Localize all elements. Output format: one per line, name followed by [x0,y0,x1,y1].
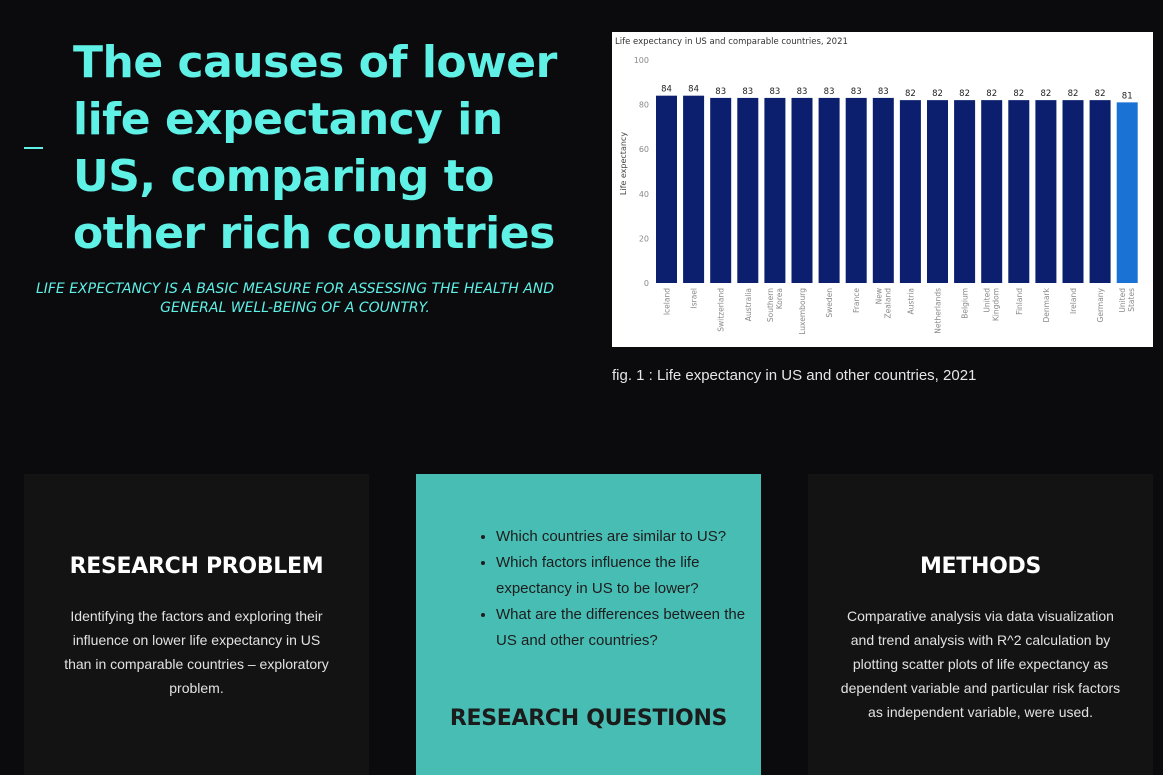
chart-bar [1035,100,1057,283]
x-tick-label: Finland [1015,288,1024,315]
x-tick-label: United [983,288,992,313]
research-problem-text: Identifying the factors and exploring th… [64,608,329,696]
bar-value-label: 82 [1068,89,1079,99]
bar-value-label: 82 [932,89,943,99]
bar-value-label: 83 [851,87,862,97]
bar-value-label: 83 [824,87,835,97]
research-questions-card: Which countries are similar to US? Which… [416,474,761,775]
x-tick-label: Southern [766,288,775,322]
research-question-item: Which factors influence the life expecta… [496,550,746,602]
y-tick-label: 60 [639,145,649,154]
chart-bar [845,97,867,283]
chart-bar [899,100,921,283]
bar-value-label: 82 [1095,89,1106,99]
y-tick-label: 20 [639,234,649,243]
y-axis-label: Life expectancy [619,132,628,195]
y-tick-label: 0 [644,279,649,288]
chart-bar [872,97,894,283]
chart-bar [1089,100,1111,283]
x-tick-label: Switzerland [717,288,726,332]
bar-value-label: 81 [1122,91,1133,101]
methods-title: METHODS [919,554,1042,579]
figure-caption: fig. 1 : Life expectancy in US and other… [612,367,977,384]
x-tick-label: United [1118,288,1127,313]
chart-bar [818,97,840,283]
methods-card: METHODS Comparative analysis via data vi… [808,474,1153,775]
chart-bar [1008,100,1030,283]
chart-bar [927,100,948,283]
research-problem-card: RESEARCH PROBLEM Identifying the factors… [24,474,369,775]
page-subtitle: LIFE EXPECTANCY IS A BASIC MEASURE FOR A… [35,281,555,316]
chart-bar [656,95,677,284]
x-tick-label: Israel [690,288,699,309]
x-tick-label: France [852,288,861,313]
bar-value-label: 82 [1013,89,1024,99]
bar-value-label: 83 [878,87,889,97]
bar-value-label: 82 [959,89,970,99]
dash-decoration [24,147,43,149]
chart-bar [710,97,732,283]
x-tick-label: States [1127,288,1136,312]
methods-text: Comparative analysis via data visualizat… [840,608,1121,720]
bar-value-label: 82 [905,89,916,99]
x-tick-label: Australia [744,288,753,321]
chart-bar [1062,100,1084,283]
x-tick-label: Kingdom [992,288,1001,321]
x-tick-label: Sweden [825,288,834,318]
bar-value-label: 84 [661,85,672,95]
life-expectancy-chart: Life expectancy in US and comparable cou… [612,32,1153,347]
research-questions-list: Which countries are similar to US? Which… [478,524,746,654]
page-title: The causes of lower life expectancy in U… [73,37,557,259]
chart-bar [764,97,786,283]
x-tick-label: Korea [775,288,784,309]
x-tick-label: Iceland [663,288,672,315]
x-tick-label: New [874,288,883,304]
bar-value-label: 83 [715,87,726,97]
bar-value-label: 83 [769,87,780,97]
bar-value-label: 82 [1040,89,1051,99]
chart-bar [791,97,813,283]
research-problem-title: RESEARCH PROBLEM [69,554,324,579]
bar-value-label: 83 [797,87,808,97]
x-tick-label: Austria [906,288,915,315]
x-tick-label: Belgium [961,288,970,319]
chart-bar [954,100,976,283]
y-tick-label: 80 [639,101,649,110]
bar-value-label: 84 [688,85,699,95]
research-question-item: What are the differences between the US … [496,602,746,654]
chart-bar [683,95,705,284]
chart-bar [737,97,759,283]
y-tick-label: 100 [634,56,649,65]
x-tick-label: Ireland [1069,288,1078,314]
chart-bar [981,100,1003,283]
bar-value-label: 83 [742,87,753,97]
x-tick-label: Luxembourg [798,288,807,335]
chart-svg: Life expectancy in US and comparable cou… [615,37,1138,335]
x-tick-label: Netherlands [934,288,943,334]
x-tick-label: Germany [1096,287,1105,322]
y-tick-label: 40 [639,190,649,199]
research-question-item: Which countries are similar to US? [496,524,746,550]
chart-bar [1116,102,1138,284]
bar-value-label: 82 [986,89,997,99]
research-questions-title: RESEARCH QUESTIONS [449,706,728,731]
x-tick-label: Denmark [1042,287,1051,322]
x-tick-label: Zealand [883,288,892,319]
chart-title: Life expectancy in US and comparable cou… [615,37,848,47]
